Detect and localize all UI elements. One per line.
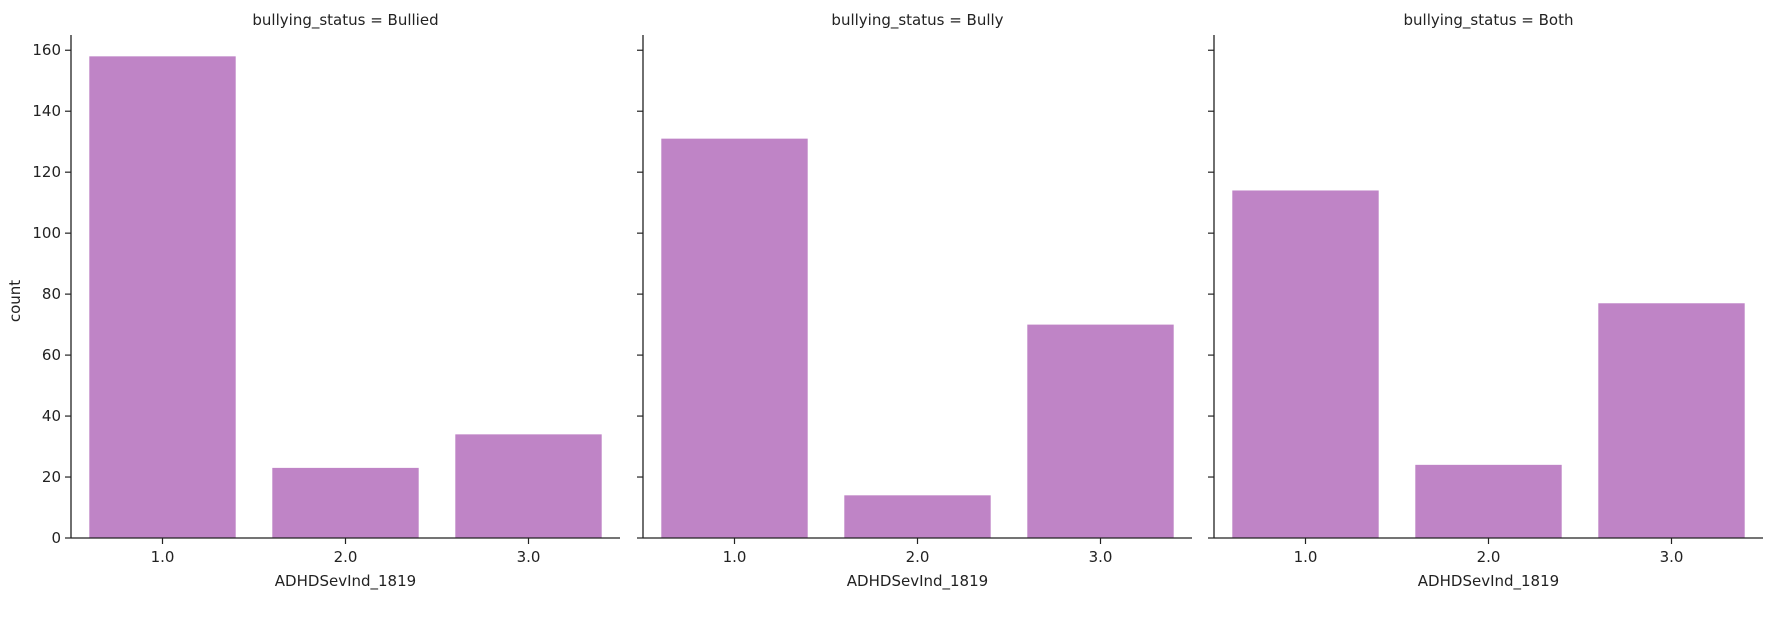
bar-1.0 xyxy=(661,138,808,538)
y-tick-label: 60 xyxy=(42,346,61,364)
bar-1.0 xyxy=(89,56,236,539)
x-tick-label: 2.0 xyxy=(1477,548,1501,566)
y-tick-label: 120 xyxy=(32,163,61,181)
y-tick-label: 100 xyxy=(32,224,61,242)
x-tick-label: 3.0 xyxy=(1089,548,1113,566)
bar-3.0 xyxy=(455,434,602,538)
y-tick-label: 160 xyxy=(32,41,61,59)
y-axis-label: count xyxy=(6,280,24,322)
y-tick-label: 140 xyxy=(32,102,61,120)
x-tick-label: 2.0 xyxy=(906,548,930,566)
x-tick-label: 2.0 xyxy=(334,548,358,566)
bar-2.0 xyxy=(1415,464,1562,538)
y-tick-label: 40 xyxy=(42,407,61,425)
bar-3.0 xyxy=(1027,324,1174,538)
x-tick-label: 1.0 xyxy=(723,548,747,566)
x-tick-label: 1.0 xyxy=(1294,548,1318,566)
facet-panel-2: 1.0 2.0 3.0 ADHDSevInd_1819 bullying_status … xyxy=(637,11,1192,591)
facet-panel-3: 1.0 2.0 3.0 ADHDSevInd_1819 bullying_status … xyxy=(1208,11,1763,591)
bar-2.0 xyxy=(272,467,419,538)
facet-title: bullying_status = Bully xyxy=(831,11,1003,30)
x-tick-label: 3.0 xyxy=(1660,548,1684,566)
facet-title: bullying_status = Bullied xyxy=(252,11,438,30)
bar-1.0 xyxy=(1232,190,1379,538)
x-tick-label: 3.0 xyxy=(517,548,541,566)
bar-3.0 xyxy=(1598,303,1745,538)
facet-panel-1: 0 20 40 60 80 100 120 140 160 1.0 2.0 3.0 ADHDSevInd… xyxy=(32,11,620,591)
x-axis-label: ADHDSevInd_1819 xyxy=(847,572,988,591)
bar-2.0 xyxy=(844,495,991,538)
y-tick-label: 0 xyxy=(51,529,61,547)
facet-title: bullying_status = Both xyxy=(1404,11,1574,30)
y-tick-label: 80 xyxy=(42,285,61,303)
y-tick-label: 20 xyxy=(42,468,61,486)
x-tick-label: 1.0 xyxy=(151,548,175,566)
x-axis-label: ADHDSevInd_1819 xyxy=(275,572,416,591)
x-axis-label: ADHDSevInd_1819 xyxy=(1418,572,1559,591)
